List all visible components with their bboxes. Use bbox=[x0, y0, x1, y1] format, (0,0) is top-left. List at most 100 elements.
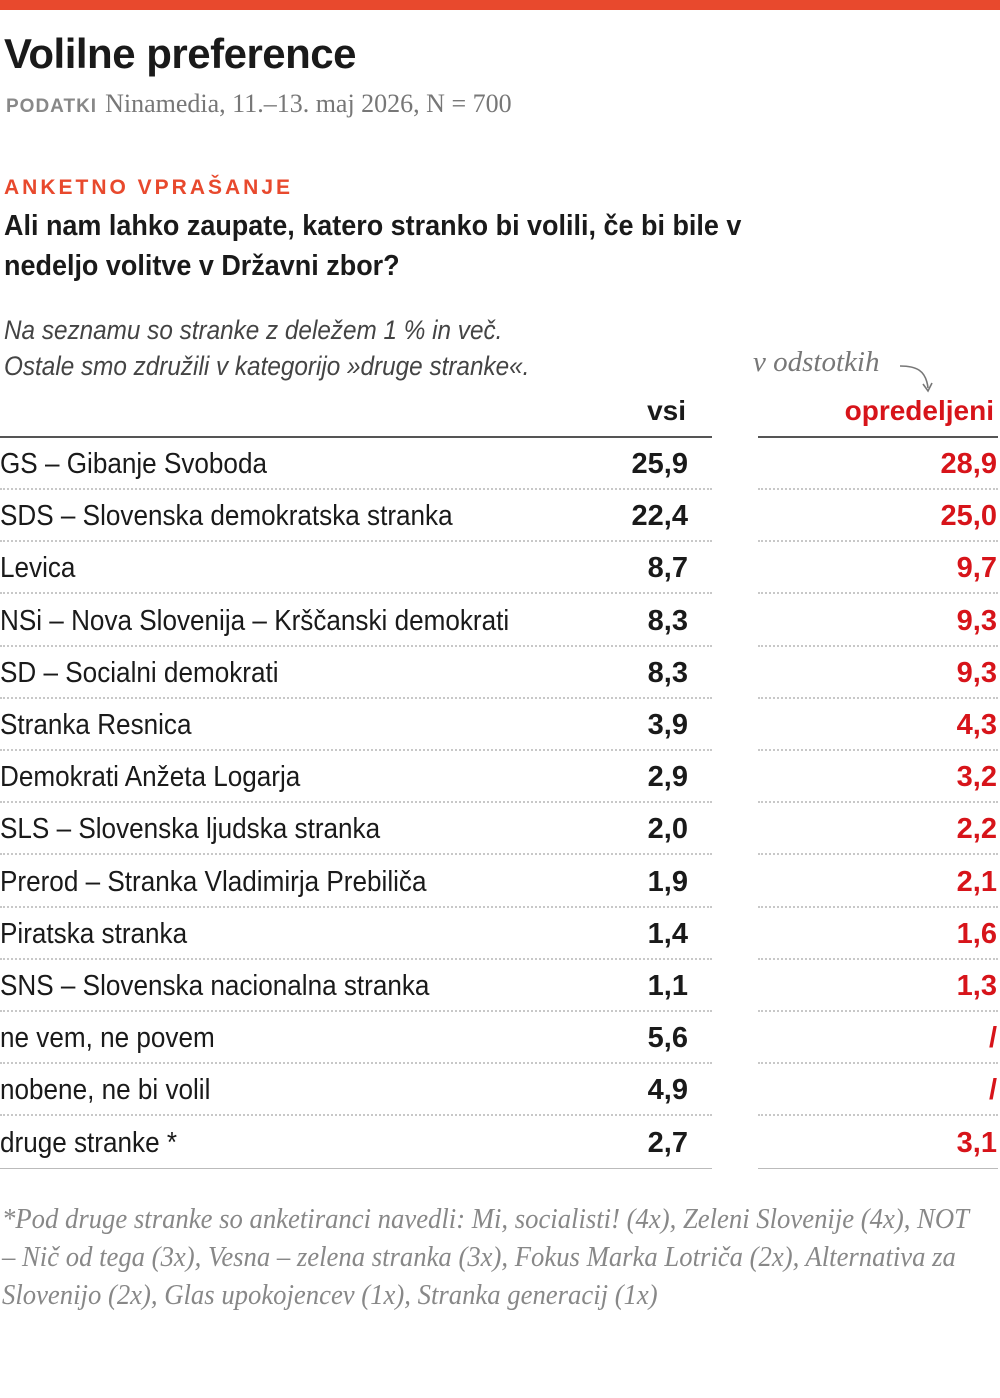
value-opredeljeni: 9,7 bbox=[956, 552, 997, 585]
row-divider bbox=[758, 644, 998, 647]
row-divider bbox=[758, 1114, 998, 1117]
footer-rule-right bbox=[758, 1168, 998, 1169]
row-divider bbox=[758, 905, 998, 908]
value-opredeljeni: 2,1 bbox=[956, 865, 997, 898]
row-divider bbox=[758, 957, 998, 960]
value-vsi: 1,9 bbox=[647, 865, 688, 898]
source-line: PODATKI Ninamedia, 11.–13. maj 2026, N = … bbox=[6, 88, 512, 119]
value-vsi: 8,7 bbox=[647, 552, 688, 585]
column-header-opredeljeni: opredeljeni bbox=[844, 395, 994, 426]
row-divider bbox=[758, 540, 998, 543]
top-accent-bar bbox=[0, 0, 1000, 10]
row-divider bbox=[758, 801, 998, 804]
value-vsi: 1,4 bbox=[647, 917, 688, 950]
value-opredeljeni: 2,2 bbox=[956, 813, 997, 846]
value-vsi: 1,1 bbox=[647, 970, 688, 1002]
note-line: Na seznamu so stranke z deležem 1 % in v… bbox=[4, 315, 503, 345]
curved-arrow-icon bbox=[899, 365, 933, 393]
value-opredeljeni: 1,6 bbox=[956, 917, 997, 950]
party-name: druge stranke * bbox=[0, 1126, 178, 1159]
party-name: Levica bbox=[0, 552, 76, 585]
footnote: *Pod druge stranke so anketiranci navedl… bbox=[2, 1203, 969, 1311]
value-vsi: 2,0 bbox=[647, 813, 688, 846]
value-vsi: 5,6 bbox=[647, 1022, 688, 1055]
value-opredeljeni: 3,1 bbox=[956, 1126, 997, 1159]
note-line: Ostale smo združili v kategorijo »druge … bbox=[4, 351, 530, 381]
table-row: Piratska stranka 1,4 1,6 bbox=[0, 908, 1000, 960]
party-name: Piratska stranka bbox=[0, 917, 188, 950]
value-vsi: 25,9 bbox=[631, 448, 688, 480]
value-vsi: 8,3 bbox=[647, 656, 688, 689]
row-divider bbox=[0, 801, 712, 804]
value-opredeljeni: / bbox=[988, 1022, 997, 1055]
row-divider bbox=[0, 1114, 712, 1117]
chart-title: Volilne preference bbox=[4, 30, 357, 77]
row-divider bbox=[0, 1010, 712, 1012]
unit-label: v odstotkih bbox=[753, 346, 880, 378]
row-divider bbox=[758, 853, 998, 856]
table-row: Levica 8,7 9,7 bbox=[0, 542, 1000, 595]
party-name: Demokrati Anžeta Logarja bbox=[0, 761, 301, 794]
value-vsi: 22,4 bbox=[631, 500, 688, 533]
row-divider bbox=[0, 749, 712, 751]
row-divider bbox=[0, 905, 712, 908]
row-divider bbox=[758, 696, 998, 699]
value-vsi: 3,9 bbox=[647, 709, 688, 741]
value-opredeljeni: 25,0 bbox=[940, 500, 997, 533]
table-row: ne vem, ne povem 5,6 / bbox=[0, 1012, 1000, 1065]
value-opredeljeni: 9,3 bbox=[956, 604, 997, 637]
row-divider bbox=[758, 592, 998, 595]
source-text: Ninamedia, 11.–13. maj 2026, N = 700 bbox=[105, 89, 512, 118]
row-divider bbox=[758, 488, 998, 490]
row-divider bbox=[758, 749, 998, 751]
table-row: SLS – Slovenska ljudska stranka 2,0 2,2 bbox=[0, 803, 1000, 856]
party-name: GS – Gibanje Svoboda bbox=[0, 448, 267, 480]
footer-rule-left bbox=[0, 1168, 712, 1169]
column-header-vsi: vsi bbox=[647, 395, 686, 426]
table-row: GS – Gibanje Svoboda 25,9 28,9 bbox=[0, 438, 1000, 490]
row-divider bbox=[0, 540, 712, 543]
table-row: Stranka Resnica 3,9 4,3 bbox=[0, 699, 1000, 751]
party-name: ne vem, ne povem bbox=[0, 1022, 215, 1055]
value-opredeljeni: 9,3 bbox=[956, 656, 997, 689]
row-divider bbox=[0, 696, 712, 699]
header-rule-left bbox=[0, 436, 712, 438]
value-opredeljeni: 1,3 bbox=[956, 970, 997, 1002]
party-name: nobene, ne bi volil bbox=[0, 1074, 211, 1107]
value-vsi: 4,9 bbox=[647, 1074, 688, 1107]
value-opredeljeni: 4,3 bbox=[956, 709, 997, 741]
table-row: druge stranke * 2,7 3,1 bbox=[0, 1117, 1000, 1169]
row-divider bbox=[0, 853, 712, 856]
party-name: SLS – Slovenska ljudska stranka bbox=[0, 813, 381, 846]
value-vsi: 2,9 bbox=[647, 761, 688, 794]
table-row: nobene, ne bi volil 4,9 / bbox=[0, 1064, 1000, 1117]
row-divider bbox=[758, 1062, 998, 1065]
question-label: ANKETNO VPRAŠANJE bbox=[4, 176, 294, 199]
value-opredeljeni: 3,2 bbox=[956, 761, 997, 794]
source-label: PODATKI bbox=[6, 96, 98, 117]
row-divider bbox=[758, 1010, 998, 1012]
row-divider bbox=[0, 488, 712, 490]
party-name: SD – Socialni demokrati bbox=[0, 656, 279, 689]
table-row: SNS – Slovenska nacionalna stranka 1,1 1,3 bbox=[0, 960, 1000, 1012]
party-name: Prerod – Stranka Vladimirja Prebiliča bbox=[0, 865, 427, 898]
survey-question: Ali nam lahko zaupate, katero stranko bi… bbox=[4, 210, 742, 282]
table-row: Prerod – Stranka Vladimirja Prebiliča 1,9… bbox=[0, 856, 1000, 908]
party-name: Stranka Resnica bbox=[0, 709, 192, 741]
row-divider bbox=[0, 1062, 712, 1065]
party-name: SDS – Slovenska demokratska stranka bbox=[0, 500, 453, 533]
value-vsi: 8,3 bbox=[647, 604, 688, 637]
party-name: SNS – Slovenska nacionalna stranka bbox=[0, 970, 430, 1002]
row-divider bbox=[0, 957, 712, 960]
party-name: NSi – Nova Slovenija – Krščanski demokra… bbox=[0, 604, 510, 637]
value-opredeljeni: 28,9 bbox=[940, 448, 997, 480]
table-row: SDS – Slovenska demokratska stranka 22,4 2… bbox=[0, 490, 1000, 543]
table-row: Demokrati Anžeta Logarja 2,9 3,2 bbox=[0, 751, 1000, 804]
note: Na seznamu so stranke z deležem 1 % in v… bbox=[4, 312, 652, 384]
value-vsi: 2,7 bbox=[647, 1126, 688, 1159]
table-row: NSi – Nova Slovenija – Krščanski demokra… bbox=[0, 595, 1000, 647]
row-divider bbox=[0, 592, 712, 595]
header-rule-right bbox=[758, 436, 998, 438]
value-opredeljeni: / bbox=[988, 1074, 997, 1107]
table-row: SD – Socialni demokrati 8,3 9,3 bbox=[0, 647, 1000, 699]
